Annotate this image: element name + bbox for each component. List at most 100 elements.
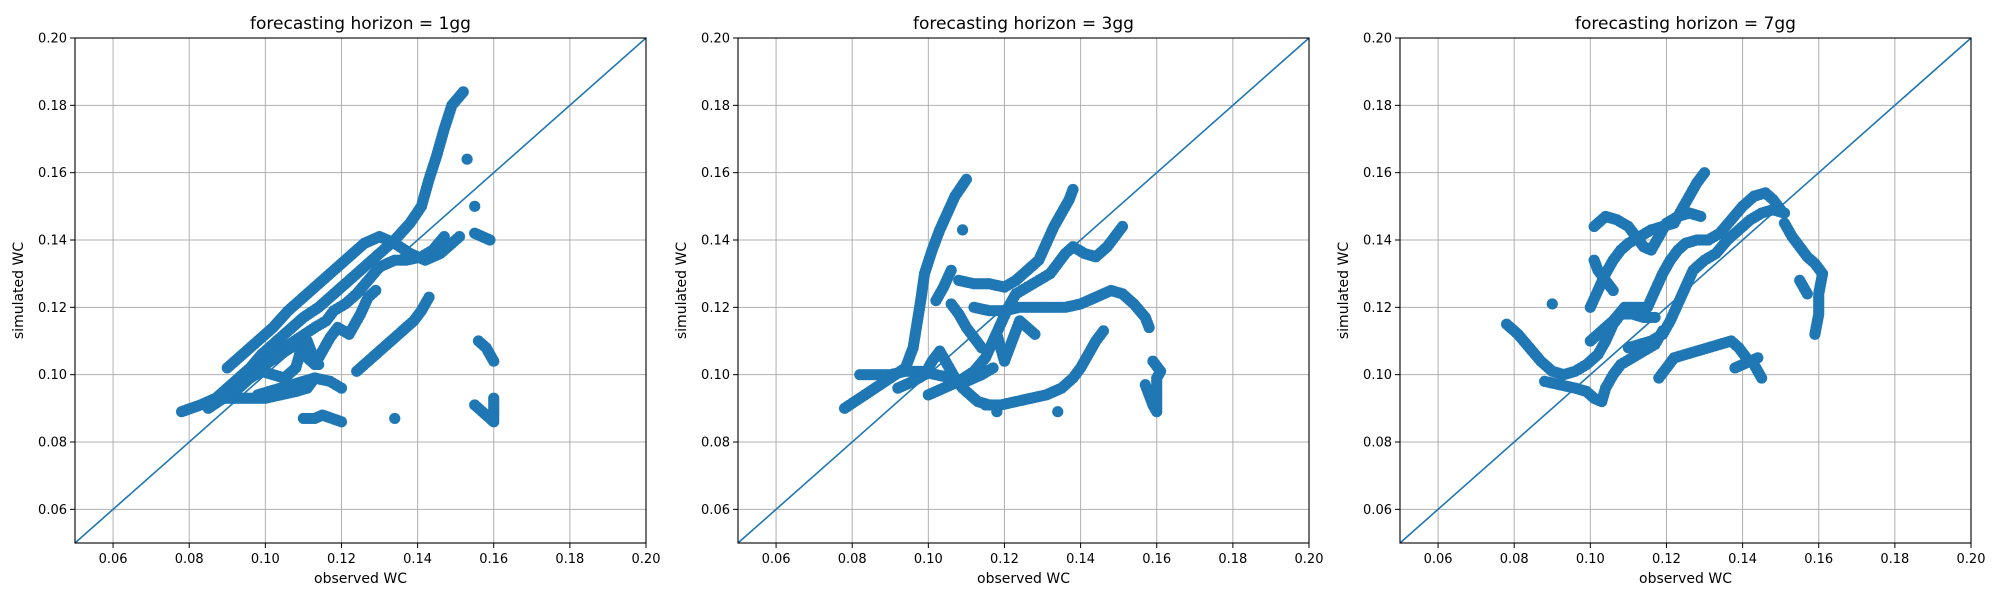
panels: 0.06 0.08 0.10 0.12 0.14 0.16 0.18 0.20 0.06 0.08…	[11, 14, 1985, 587]
y-tick-label: 0.20	[701, 32, 730, 47]
y-tick-label: 0.06	[38, 503, 67, 518]
y-tick-label: 0.14	[1363, 234, 1392, 249]
scatter-series	[75, 38, 646, 543]
y-axis-label: simulated WC	[674, 242, 690, 339]
scatter-point	[484, 234, 496, 246]
scatter-point	[1809, 328, 1821, 340]
y-tick-label: 0.08	[38, 436, 67, 451]
y-tick-label: 0.18	[1363, 99, 1392, 114]
scatter-point	[1097, 325, 1110, 337]
scatter-point	[469, 200, 481, 212]
scatter-series	[1400, 38, 1971, 543]
x-tick-label: 0.20	[1957, 552, 1986, 567]
y-tick-label: 0.14	[38, 234, 67, 249]
scatter-point	[453, 231, 466, 243]
y-tick-label: 0.12	[1363, 301, 1392, 316]
x-tick-label: 0.16	[1142, 552, 1171, 567]
scatter-point	[488, 392, 500, 404]
x-tick-label: 0.20	[1295, 552, 1324, 567]
x-tick-label: 0.06	[762, 552, 791, 567]
chart-title: forecasting horizon = 3gg	[913, 14, 1134, 34]
scatter-point	[313, 358, 325, 371]
x-tick-label: 0.08	[1500, 552, 1529, 567]
x-tick-label: 0.12	[327, 552, 356, 567]
y-tick-label: 0.08	[701, 436, 730, 451]
y-tick-label: 0.06	[701, 503, 730, 518]
scatter-point	[1756, 372, 1768, 384]
x-tick-label: 0.18	[1880, 552, 1909, 567]
x-axis-label: observed WC	[977, 571, 1070, 587]
scatter-point	[1143, 321, 1155, 334]
axes-frame	[74, 37, 647, 544]
scatter-point	[1695, 210, 1707, 223]
y-tick-label: 0.10	[1363, 368, 1392, 383]
scatter-point	[1801, 288, 1813, 300]
y-tick-label: 0.12	[701, 301, 730, 316]
x-tick-label: 0.06	[99, 552, 128, 567]
y-tick-label: 0.14	[701, 234, 730, 249]
scatter-point	[991, 406, 1003, 418]
scatter-point	[1649, 311, 1661, 324]
x-tick-label: 0.12	[1652, 552, 1681, 567]
y-tick-label: 0.10	[701, 368, 730, 383]
x-tick-label: 0.18	[1218, 552, 1247, 567]
scatter-point	[1116, 220, 1129, 233]
x-tick-label: 0.20	[632, 552, 661, 567]
scatter-point	[956, 224, 969, 236]
x-tick-label: 0.10	[914, 552, 943, 567]
scatter-point	[960, 173, 973, 185]
y-tick-label: 0.16	[1363, 166, 1392, 181]
y-axis-label: simulated WC	[11, 242, 27, 339]
scatter-point	[438, 231, 450, 243]
scatter-point	[461, 153, 473, 165]
y-tick-label: 0.20	[1363, 32, 1392, 47]
scatter-point	[370, 284, 382, 297]
scatter-point	[252, 389, 264, 401]
x-tick-label: 0.14	[403, 552, 432, 567]
x-tick-label: 0.08	[838, 552, 867, 567]
y-tick-label: 0.16	[38, 166, 67, 181]
x-tick-label: 0.12	[990, 552, 1019, 567]
y-tick-label: 0.08	[1363, 436, 1392, 451]
scatter-point	[987, 362, 999, 374]
chart-panel-2: 0.06 0.08 0.10 0.12 0.14 0.16 0.18 0.20 0.06 0.08…	[674, 14, 1323, 587]
scatter-point	[389, 412, 401, 425]
y-tick-label: 0.18	[38, 99, 67, 114]
y-tick-label: 0.12	[38, 301, 67, 316]
scatter-point	[488, 355, 500, 367]
y-tick-label: 0.18	[701, 99, 730, 114]
chart-panel-1: 0.06 0.08 0.10 0.12 0.14 0.16 0.18 0.20 0.06 0.08…	[11, 14, 660, 587]
scatter-point	[1052, 406, 1064, 418]
x-tick-label: 0.10	[1576, 552, 1605, 567]
scatter-point	[457, 86, 469, 98]
scatter-point	[1029, 328, 1041, 340]
scatter-series	[738, 38, 1309, 543]
x-axis-label: observed WC	[314, 571, 407, 587]
x-tick-label: 0.16	[1804, 552, 1833, 567]
y-axis-label: simulated WC	[1336, 242, 1352, 339]
scatter-point	[1698, 167, 1711, 179]
x-tick-label: 0.06	[1424, 552, 1453, 567]
scatter-point	[335, 416, 348, 428]
chart-title: forecasting horizon = 7gg	[1575, 14, 1796, 34]
y-tick-label: 0.06	[1363, 503, 1392, 518]
chart-panel-3: 0.06 0.08 0.10 0.12 0.14 0.16 0.18 0.20 0.06 0.08…	[1336, 14, 1985, 587]
scatter-point	[976, 342, 988, 354]
scatter-point	[1147, 355, 1159, 367]
scatter-point	[1067, 183, 1079, 196]
y-tick-label: 0.20	[38, 32, 67, 47]
y-tick-label: 0.10	[38, 368, 67, 383]
chart-title: forecasting horizon = 1gg	[250, 14, 471, 34]
x-axis-label: observed WC	[1639, 571, 1732, 587]
x-tick-label: 0.14	[1066, 552, 1095, 567]
x-tick-label: 0.10	[251, 552, 280, 567]
scatter-point	[1778, 207, 1791, 219]
x-tick-label: 0.14	[1728, 552, 1757, 567]
y-tick-label: 0.16	[701, 166, 730, 181]
axes-frame	[737, 37, 1310, 544]
x-tick-label: 0.16	[479, 552, 508, 567]
scatter-point	[930, 295, 942, 307]
x-tick-label: 0.08	[175, 552, 204, 567]
axes-frame	[1399, 37, 1972, 544]
